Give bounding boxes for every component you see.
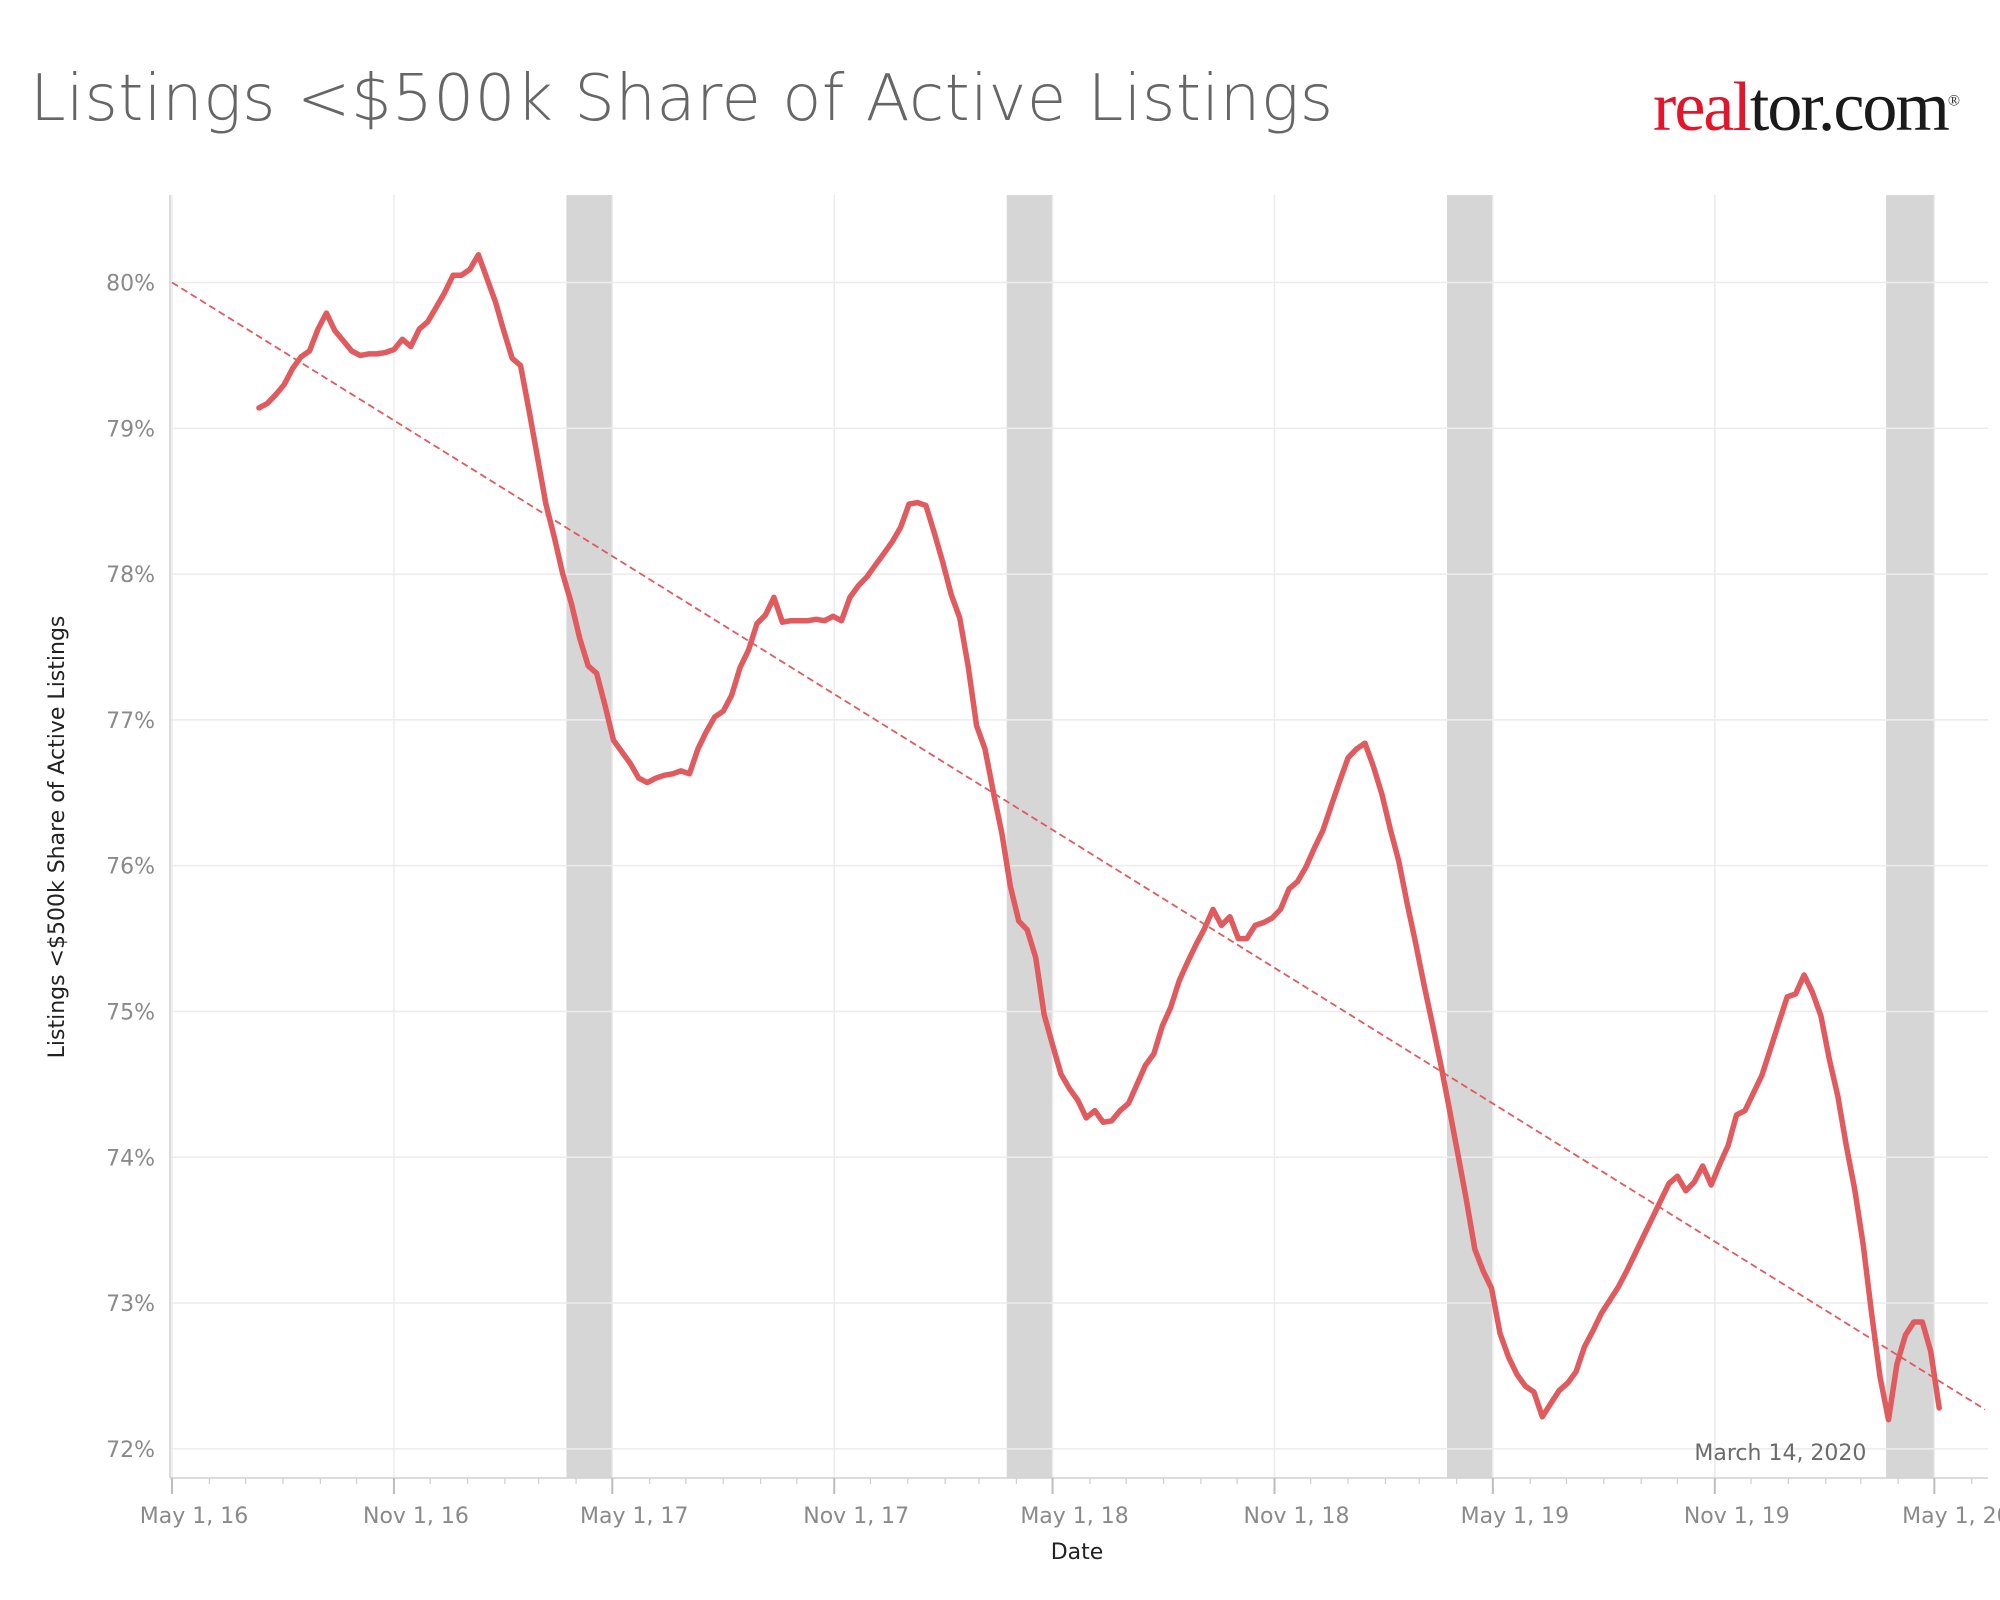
shaded-period	[566, 195, 613, 1478]
x-tick-label: Nov 1, 19	[1684, 1504, 1790, 1529]
realtor-logo: realtor.com®	[1653, 68, 1960, 148]
tick-labels: 72% 73% 74% 75% 76% 77% 78% 79% 80% May 1, 16 Nov …	[106, 271, 2000, 1529]
logo-tor-com: tor.com	[1749, 69, 1950, 146]
date-annotation: March 14, 2020	[1694, 1441, 1866, 1466]
x-axis-title: Date	[1051, 1540, 1104, 1565]
y-tick-label: 80%	[106, 271, 155, 296]
x-tick-label: May 1, 19	[1461, 1504, 1569, 1529]
y-tick-label: 78%	[106, 563, 155, 588]
registered-mark: ®	[1947, 92, 1960, 110]
y-tick-label: 75%	[106, 1000, 155, 1025]
y-tick-label: 74%	[106, 1146, 155, 1171]
x-tick-label: Nov 1, 17	[803, 1504, 909, 1529]
shaded-period	[1886, 195, 1935, 1478]
x-tick-label: Nov 1, 18	[1244, 1504, 1350, 1529]
gridlines	[170, 195, 1988, 1478]
trend-line-layer	[171, 281, 1986, 1411]
series-line	[256, 252, 1942, 1423]
y-tick-label: 72%	[106, 1438, 155, 1463]
y-tick-label: 73%	[106, 1292, 155, 1317]
x-tick-label: Nov 1, 16	[363, 1504, 469, 1529]
logo-real: real	[1653, 69, 1752, 146]
shaded-period	[1006, 195, 1053, 1478]
page-title: Listings <$500k Share of Active Listings	[30, 62, 1334, 136]
x-tick-label: May 1, 18	[1020, 1504, 1128, 1529]
y-tick-label: 76%	[106, 855, 155, 880]
trend-line	[171, 281, 1986, 1411]
y-tick-label: 79%	[106, 417, 155, 442]
x-tick-label: May 1, 16	[140, 1504, 248, 1529]
shaded-periods	[566, 195, 1935, 1478]
x-tick-label: May 1, 20	[1902, 1504, 2000, 1529]
axes	[169, 195, 1988, 1494]
y-axis-title: Listings <$500k Share of Active Listings	[45, 616, 70, 1059]
shaded-period	[1447, 195, 1493, 1478]
y-tick-label: 77%	[106, 709, 155, 734]
series-layer	[256, 252, 1942, 1423]
x-tick-label: May 1, 17	[580, 1504, 688, 1529]
